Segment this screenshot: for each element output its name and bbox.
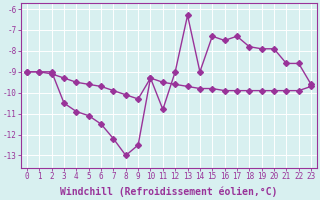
X-axis label: Windchill (Refroidissement éolien,°C): Windchill (Refroidissement éolien,°C) (60, 187, 278, 197)
